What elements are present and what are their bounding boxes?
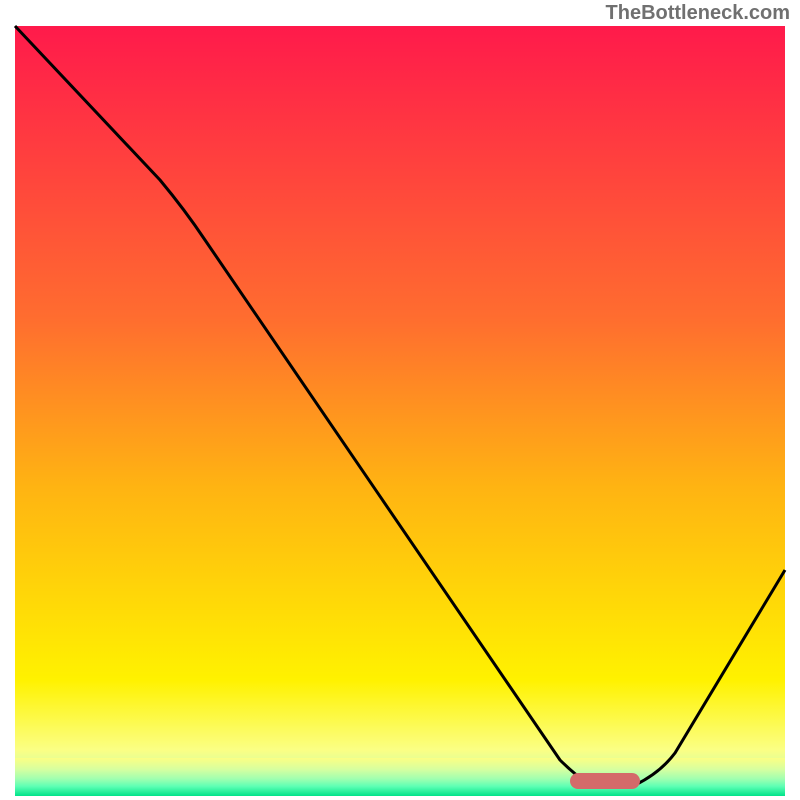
gradient-bottom-band	[15, 758, 785, 796]
gradient-plot-area	[15, 26, 785, 796]
watermark-text: TheBottleneck.com	[606, 2, 790, 25]
